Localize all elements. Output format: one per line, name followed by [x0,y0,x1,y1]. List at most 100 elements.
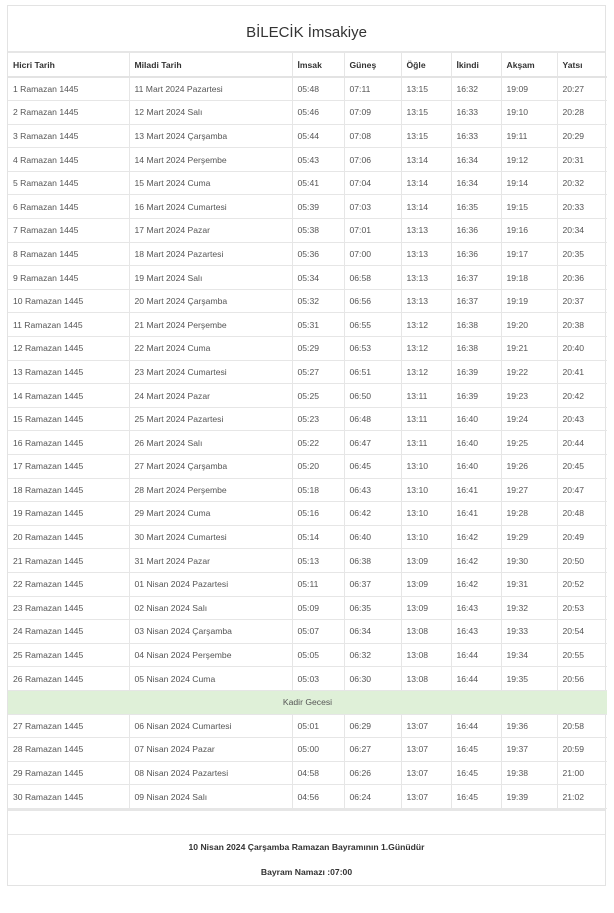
kadir-gecesi-label: Kadir Gecesi [8,690,607,715]
cell-imsak: 05:18 [292,478,345,503]
cell-yatsi: 20:45 [557,454,607,479]
cell-ikindi: 16:38 [451,336,502,361]
cell-yatsi: 20:56 [557,666,607,691]
cell-aksam: 19:30 [501,548,558,573]
cell-aksam: 19:25 [501,430,558,455]
cell-imsak: 05:32 [292,289,345,314]
bayram-namazi-text: Bayram Namazı :07:00 [260,866,353,877]
cell-ikindi: 16:42 [451,525,502,550]
table-row: 30 Ramazan 1445 09 Nisan 2024 Salı 04:56 06… [8,784,607,809]
cell-miladi-tarih: 12 Mart 2024 Salı [129,100,293,125]
table-row: 10 Ramazan 1445 20 Mart 2024 Çarşamba 05:3… [8,289,607,314]
cell-imsak: 05:22 [292,430,345,455]
cell-hicri-tarih: 26 Ramazan 1445 [8,666,130,691]
table-row: 16 Ramazan 1445 26 Mart 2024 Salı 05:22 06:… [8,430,607,455]
cell-miladi-tarih: 09 Nisan 2024 Salı [129,784,293,809]
header-aksam: Akşam [501,53,558,78]
cell-yatsi: 20:27 [557,77,607,102]
cell-gunes: 07:04 [344,171,402,196]
cell-gunes: 07:09 [344,100,402,125]
cell-ikindi: 16:44 [451,714,502,739]
cell-gunes: 06:34 [344,619,402,644]
cell-ikindi: 16:33 [451,100,502,125]
cell-aksam: 19:29 [501,525,558,550]
cell-yatsi: 20:32 [557,171,607,196]
page-title: BİLECİK İmsakiye [8,6,605,53]
cell-ogle: 13:07 [401,784,452,809]
cell-aksam: 19:17 [501,242,558,267]
cell-yatsi: 21:00 [557,761,607,786]
cell-gunes: 06:32 [344,643,402,668]
cell-miladi-tarih: 06 Nisan 2024 Cumartesi [129,714,293,739]
table-row: 6 Ramazan 1445 16 Mart 2024 Cumartesi 05:3… [8,194,607,220]
cell-imsak: 05:25 [292,383,345,408]
cell-imsak: 05:16 [292,501,345,526]
cell-yatsi: 21:02 [557,784,607,809]
cell-aksam: 19:19 [501,289,558,314]
cell-yatsi: 20:49 [557,525,607,550]
cell-yatsi: 20:38 [557,312,607,338]
cell-hicri-tarih: 16 Ramazan 1445 [8,430,130,455]
cell-yatsi: 20:29 [557,124,607,149]
cell-yatsi: 20:58 [557,714,607,739]
cell-imsak: 05:41 [292,171,345,196]
cell-ogle: 13:14 [401,171,452,196]
cell-aksam: 19:31 [501,572,558,597]
cell-aksam: 19:11 [501,124,558,149]
cell-ogle: 13:09 [401,548,452,573]
cell-miladi-tarih: 28 Mart 2024 Perşembe [129,478,293,503]
table-row: 7 Ramazan 1445 17 Mart 2024 Pazar 05:38 07:… [8,218,607,243]
cell-ogle: 13:10 [401,478,452,503]
cell-hicri-tarih: 10 Ramazan 1445 [8,289,130,314]
cell-hicri-tarih: 30 Ramazan 1445 [8,784,130,809]
cell-yatsi: 20:53 [557,596,607,621]
cell-aksam: 19:22 [501,360,558,385]
cell-miladi-tarih: 01 Nisan 2024 Pazartesi [129,572,293,597]
cell-aksam: 19:34 [501,643,558,668]
cell-gunes: 06:40 [344,525,402,550]
cell-gunes: 06:55 [344,312,402,338]
cell-ikindi: 16:32 [451,77,502,102]
cell-miladi-tarih: 02 Nisan 2024 Salı [129,596,293,621]
table-row: 18 Ramazan 1445 28 Mart 2024 Perşembe 05:1… [8,478,607,503]
cell-hicri-tarih: 2 Ramazan 1445 [8,100,130,125]
table-header-row: Hicri Tarih Miladi Tarih İmsak Güneş Öğle İki… [8,53,607,78]
cell-ikindi: 16:43 [451,596,502,621]
cell-miladi-tarih: 05 Nisan 2024 Cuma [129,666,293,691]
cell-hicri-tarih: 5 Ramazan 1445 [8,171,130,196]
cell-gunes: 06:56 [344,289,402,314]
table-row: 13 Ramazan 1445 23 Mart 2024 Cumartesi 05:… [8,360,607,385]
cell-miladi-tarih: 23 Mart 2024 Cumartesi [129,360,293,385]
cell-yatsi: 20:37 [557,289,607,314]
table-row: 19 Ramazan 1445 29 Mart 2024 Cuma 05:16 06:… [8,501,607,526]
cell-miladi-tarih: 20 Mart 2024 Çarşamba [129,289,293,314]
cell-imsak: 05:38 [292,218,345,243]
cell-ogle: 13:13 [401,289,452,314]
cell-miladi-tarih: 17 Mart 2024 Pazar [129,218,293,243]
cell-aksam: 19:09 [501,77,558,102]
cell-miladi-tarih: 25 Mart 2024 Pazartesi [129,407,293,432]
cell-aksam: 19:32 [501,596,558,621]
cell-imsak: 04:56 [292,784,345,809]
cell-gunes: 07:00 [344,242,402,267]
header-yatsi: Yatsı [557,53,607,78]
imsakiye-table: Hicri Tarih Miladi Tarih İmsak Güneş Öğle İki… [8,53,607,809]
cell-hicri-tarih: 24 Ramazan 1445 [8,619,130,644]
cell-gunes: 06:38 [344,548,402,573]
cell-hicri-tarih: 14 Ramazan 1445 [8,383,130,408]
cell-ogle: 13:08 [401,666,452,691]
cell-miladi-tarih: 03 Nisan 2024 Çarşamba [129,619,293,644]
cell-gunes: 07:03 [344,194,402,220]
cell-ikindi: 16:43 [451,619,502,644]
cell-ikindi: 16:36 [451,242,502,267]
cell-miladi-tarih: 21 Mart 2024 Perşembe [129,312,293,338]
cell-miladi-tarih: 19 Mart 2024 Salı [129,265,293,290]
cell-aksam: 19:36 [501,714,558,739]
cell-ikindi: 16:42 [451,548,502,573]
bayram-text: 10 Nisan 2024 Çarşamba Ramazan Bayramını… [188,841,425,852]
cell-yatsi: 20:42 [557,383,607,408]
cell-imsak: 05:01 [292,714,345,739]
cell-imsak: 05:48 [292,77,345,102]
imsakiye-panel: BİLECİK İmsakiye Hicri Tarih Miladi Tarih… [7,5,607,886]
cell-aksam: 19:23 [501,383,558,408]
